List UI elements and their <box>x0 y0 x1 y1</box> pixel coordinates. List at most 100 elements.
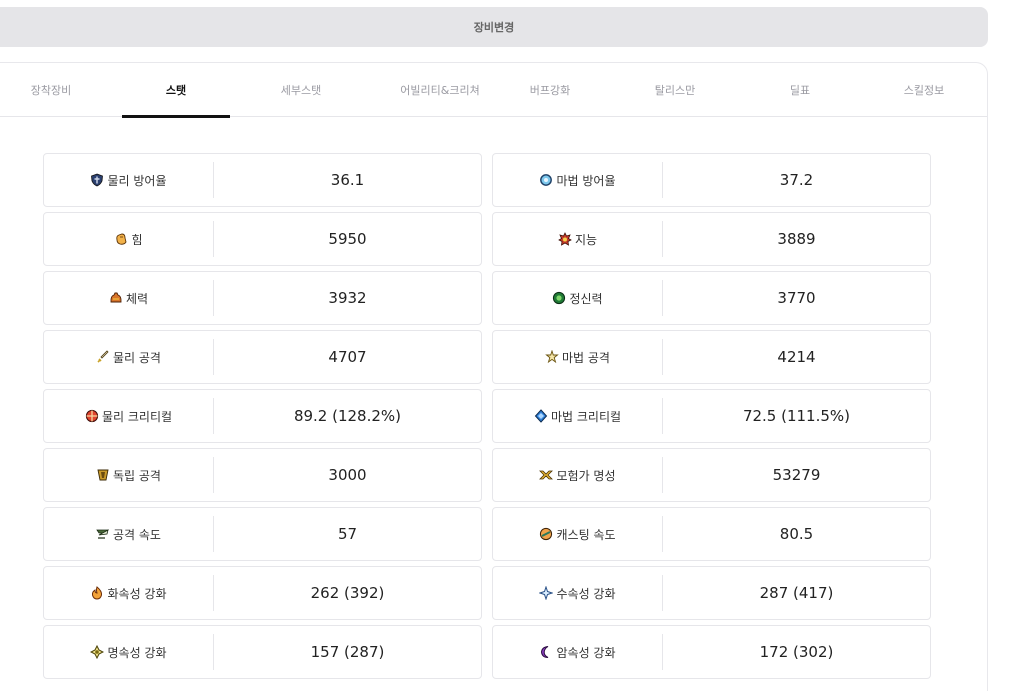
stat-label: 지능 <box>493 213 662 265</box>
stat-label: 공격 속도 <box>44 508 213 560</box>
equipment-change-label: 장비변경 <box>473 21 515 34</box>
tab-label: 버프강화 <box>529 84 571 97</box>
shield-icon <box>90 173 104 187</box>
water-icon <box>538 585 555 601</box>
stat-row: 지능 3889 <box>492 212 931 266</box>
stat-value: 262 (392) <box>310 584 385 602</box>
divider <box>213 575 214 611</box>
stat-label: 독립 공격 <box>44 449 213 501</box>
fist-icon <box>114 232 128 246</box>
tab-label: 스킬정보 <box>903 84 945 97</box>
stat-label: 체력 <box>44 272 213 324</box>
stat-row: 정신력 3770 <box>492 271 931 325</box>
tab-label: 딜표 <box>789 84 811 97</box>
tab-equipment[interactable]: 장착장비 <box>0 63 102 117</box>
tab-damage-table[interactable]: 딜표 <box>750 63 850 117</box>
tab-ability-creature[interactable]: 어빌리티&크리쳐 <box>370 63 510 117</box>
tab-label: 장착장비 <box>30 84 72 97</box>
stat-label-text: 물리 공격 <box>113 350 161 365</box>
stat-label-text: 공격 속도 <box>113 527 161 542</box>
divider <box>662 634 663 670</box>
magic-shield-icon <box>539 173 553 187</box>
stat-value: 3889 <box>777 230 816 248</box>
stat-label: 수속성 강화 <box>493 567 662 619</box>
divider <box>662 221 663 257</box>
stat-label-text: 명속성 강화 <box>107 645 167 660</box>
divider <box>213 516 214 552</box>
tab-stats[interactable]: 스탯 <box>122 63 230 118</box>
stat-value: 3000 <box>328 466 367 484</box>
tab-label: 탈리스만 <box>654 84 696 97</box>
stat-row: 화속성 강화 262 (392) <box>43 566 482 620</box>
stat-label-text: 체력 <box>125 291 149 306</box>
equipment-change-button[interactable]: 장비변경 <box>0 7 988 47</box>
stat-label-text: 암속성 강화 <box>556 645 616 660</box>
stat-label: 물리 공격 <box>44 331 213 383</box>
stat-label-text: 정신력 <box>569 291 603 306</box>
divider <box>213 398 214 434</box>
stat-row: 물리 크리티컬 89.2 (128.2%) <box>43 389 482 443</box>
stat-value: 57 <box>337 525 358 543</box>
stat-label: 마법 크리티컬 <box>493 390 662 442</box>
divider <box>213 280 214 316</box>
stat-value: 53279 <box>772 466 821 484</box>
stat-row: 힘 5950 <box>43 212 482 266</box>
stat-label: 화속성 강화 <box>44 567 213 619</box>
tab-label: 세부스탯 <box>280 84 322 97</box>
stat-value: 157 (287) <box>310 643 385 661</box>
divider <box>662 516 663 552</box>
stat-row: 공격 속도 57 <box>43 507 482 561</box>
light-icon <box>90 644 105 660</box>
stat-value: 5950 <box>328 230 367 248</box>
stat-value: 37.2 <box>779 171 814 189</box>
tab-bar: 장착장비 스탯 세부스탯 어빌리티&크리쳐 버프강화 탈리스만 딜표 스킬정보 <box>0 63 987 118</box>
stat-label: 물리 방어율 <box>44 154 213 206</box>
stat-label: 마법 공격 <box>493 331 662 383</box>
sword-icon <box>96 350 110 364</box>
divider <box>213 634 214 670</box>
stat-label-text: 수속성 강화 <box>556 586 616 601</box>
tab-label: 스탯 <box>165 84 187 97</box>
attack-speed-icon <box>96 527 110 541</box>
tab-talisman[interactable]: 탈리스만 <box>620 63 730 117</box>
stat-label-text: 독립 공격 <box>113 468 161 483</box>
divider <box>662 162 663 198</box>
stat-label: 캐스팅 속도 <box>493 508 662 560</box>
stat-row: 체력 3932 <box>43 271 482 325</box>
stat-value: 4214 <box>777 348 816 366</box>
divider <box>662 457 663 493</box>
stat-value: 72.5 (111.5%) <box>742 407 851 425</box>
brain-icon <box>558 232 572 246</box>
divider <box>662 339 663 375</box>
tab-skill-info[interactable]: 스킬정보 <box>870 63 978 117</box>
body-icon <box>109 291 123 305</box>
stat-row: 마법 방어율 37.2 <box>492 153 931 207</box>
divider <box>213 221 214 257</box>
casting-speed-icon <box>539 527 553 541</box>
stat-label-text: 모험가 명성 <box>556 468 616 483</box>
crit-target-icon <box>85 409 99 423</box>
dark-moon-icon <box>539 645 553 659</box>
tab-buff-enhance[interactable]: 버프강화 <box>500 63 600 117</box>
stat-row: 모험가 명성 53279 <box>492 448 931 502</box>
stat-row: 캐스팅 속도 80.5 <box>492 507 931 561</box>
divider <box>213 457 214 493</box>
tab-detail-stats[interactable]: 세부스탯 <box>245 63 357 117</box>
magic-crit-icon <box>534 409 548 423</box>
divider <box>662 280 663 316</box>
independent-attack-icon <box>96 468 110 482</box>
stat-value: 3770 <box>777 289 816 307</box>
stat-label-text: 마법 방어율 <box>556 173 616 188</box>
stat-row: 수속성 강화 287 (417) <box>492 566 931 620</box>
divider <box>662 398 663 434</box>
stat-label: 모험가 명성 <box>493 449 662 501</box>
stat-label-text: 화속성 강화 <box>107 586 167 601</box>
stat-label-text: 캐스팅 속도 <box>556 527 616 542</box>
stat-row: 명속성 강화 157 (287) <box>43 625 482 679</box>
stat-value: 80.5 <box>779 525 814 543</box>
stat-value: 89.2 (128.2%) <box>293 407 402 425</box>
stat-label: 힘 <box>44 213 213 265</box>
fire-icon <box>90 586 104 600</box>
stat-value: 4707 <box>328 348 367 366</box>
stat-value: 172 (302) <box>759 643 834 661</box>
